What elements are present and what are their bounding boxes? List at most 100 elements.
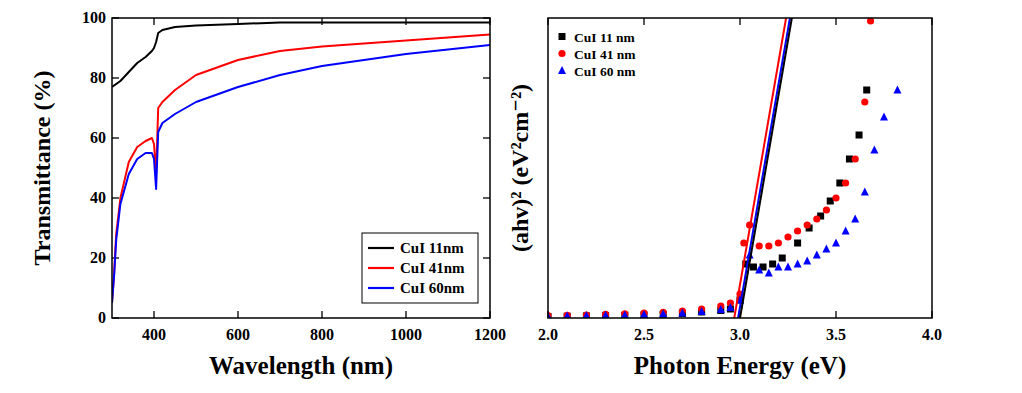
data-point: [823, 206, 830, 213]
data-point: [856, 132, 863, 139]
legend: CuI 11nm CuI 41nm CuI 60nm: [362, 233, 478, 303]
data-point: [678, 308, 686, 316]
x-tick-label: 2.5: [634, 326, 654, 343]
plot-area: [548, 18, 901, 318]
x-tick: [153, 18, 154, 25]
x-tick-label: 1200: [474, 326, 506, 343]
data-point: [765, 269, 773, 277]
x-tick: [835, 311, 836, 318]
legend-frame: [362, 233, 478, 303]
x-axis-label: Wavelength (nm): [209, 352, 393, 380]
x-tick: [321, 311, 322, 318]
x-tick: [405, 311, 406, 318]
series-line: [112, 45, 490, 303]
y-tick-label: 0: [98, 309, 106, 326]
data-point: [813, 251, 821, 259]
data-point: [755, 266, 763, 274]
legend-swatch: [368, 247, 394, 249]
data-point: [861, 188, 869, 196]
x-tick-label: 1000: [390, 326, 422, 343]
x-tick-label: 3.5: [826, 326, 846, 343]
data-point: [750, 264, 757, 271]
x-tick: [237, 311, 238, 318]
legend-label: CuI 41nm: [400, 260, 465, 276]
data-point: [698, 307, 706, 315]
plot-frame: [548, 18, 932, 318]
y-tick-label: 40: [90, 189, 106, 206]
legend-swatch: [559, 33, 566, 40]
data-point: [784, 233, 791, 240]
data-point: [832, 194, 839, 201]
x-tick-label: 2.0: [538, 326, 558, 343]
data-point: [563, 311, 571, 318]
data-point: [832, 239, 840, 247]
data-point: [842, 179, 849, 186]
series-line: [112, 23, 490, 88]
legend-swatch: [558, 50, 565, 57]
y-tick: [483, 137, 490, 138]
x-tick-label: 600: [226, 326, 250, 343]
data-point: [813, 215, 820, 222]
data-point: [726, 303, 734, 311]
data-point: [756, 242, 763, 249]
data-point: [769, 261, 776, 268]
y-tick: [483, 197, 490, 198]
legend-label: CuI 60 nm: [574, 64, 636, 79]
y-tick: [483, 77, 490, 78]
data-point: [602, 311, 609, 318]
data-point: [852, 155, 859, 162]
data-point: [779, 255, 786, 262]
series-line: [740, 18, 792, 318]
series-line: [738, 18, 790, 318]
data-point: [640, 310, 648, 318]
data-point: [794, 260, 802, 268]
data-point: [822, 245, 830, 253]
y-axis-label: (ahv)² (eV²cm⁻²): [507, 84, 533, 252]
x-tick: [835, 18, 836, 25]
data-point: [842, 227, 850, 235]
y-tick: [483, 257, 490, 258]
y-tick: [112, 137, 119, 138]
data-point: [863, 87, 870, 94]
data-point: [803, 257, 811, 265]
legend-swatch: [368, 287, 394, 289]
data-point: [804, 221, 811, 228]
data-point: [870, 146, 878, 154]
data-point: [867, 18, 874, 25]
data-point: [774, 263, 782, 271]
data-point: [794, 240, 801, 247]
y-tick: [112, 77, 119, 78]
data-point: [851, 215, 859, 223]
y-axis-label: Transmittance (%): [29, 71, 55, 266]
data-point: [717, 305, 725, 313]
x-tick-label: 4.0: [922, 326, 942, 343]
data-point: [659, 309, 667, 317]
legend-swatch: [558, 66, 566, 74]
legend-label: CuI 11 nm: [574, 30, 636, 45]
data-point: [861, 98, 868, 105]
series-line: [112, 35, 490, 304]
x-tick: [643, 18, 644, 25]
x-tick-label: 400: [142, 326, 166, 343]
data-point: [582, 311, 590, 318]
legend-swatch: [368, 267, 394, 269]
x-tick: [153, 311, 154, 318]
data-point: [602, 311, 610, 318]
data-point: [564, 312, 571, 318]
y-tick-label: 20: [90, 249, 106, 266]
legend: CuI 11 nm CuI 41 nm CuI 60 nm: [558, 30, 636, 79]
legend-label: CuI 60nm: [400, 280, 465, 296]
data-point: [794, 227, 801, 234]
x-tick-label: 3.0: [730, 326, 750, 343]
plot-frame: [112, 18, 490, 318]
data-point: [621, 311, 629, 319]
y-tick-label: 80: [90, 69, 106, 86]
legend-label: CuI 41 nm: [574, 47, 636, 62]
x-axis-label: Photon Energy (eV): [634, 352, 846, 380]
y-tick-label: 100: [82, 9, 106, 26]
legend-label: CuI 11nm: [400, 240, 464, 256]
x-tick-label: 800: [310, 326, 334, 343]
data-point: [880, 113, 888, 121]
y-tick-label: 60: [90, 129, 106, 146]
data-point: [893, 86, 901, 94]
